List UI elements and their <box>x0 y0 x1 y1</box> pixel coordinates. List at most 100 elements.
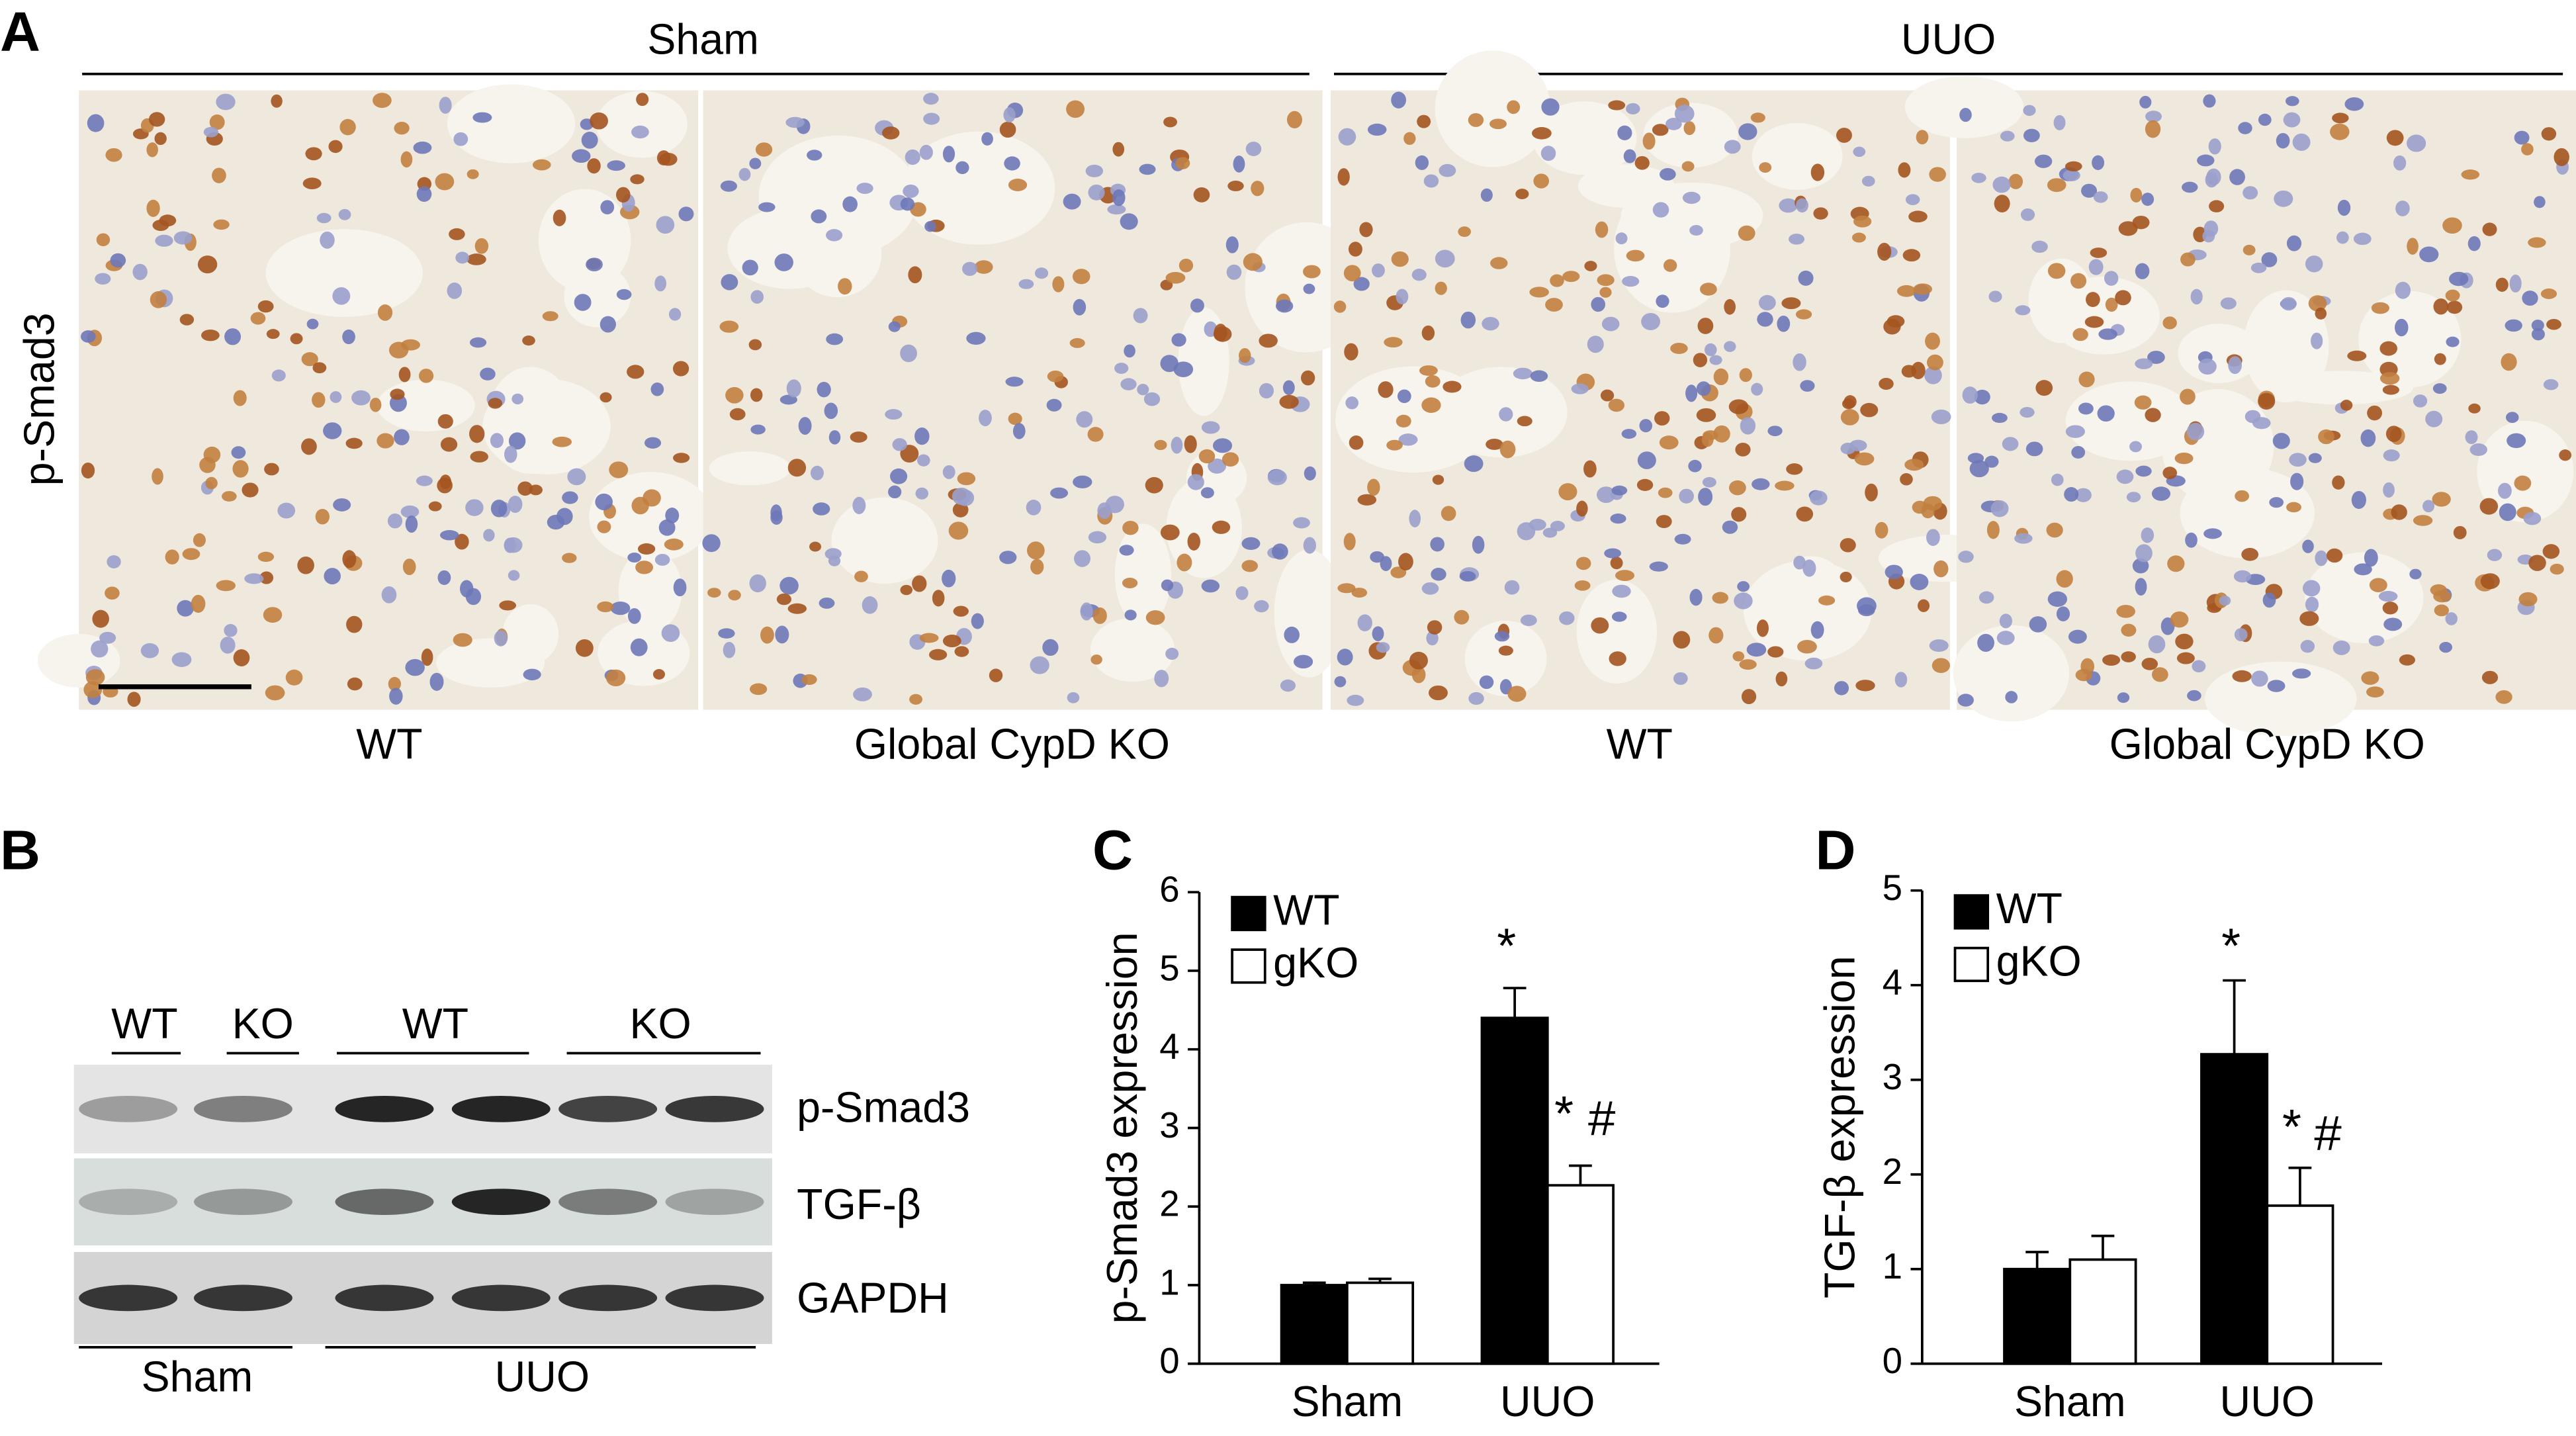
nucleus <box>609 461 629 478</box>
annotation: # <box>1588 1091 1616 1145</box>
nucleus <box>453 132 468 146</box>
nucleus <box>770 510 783 525</box>
nucleus <box>439 530 459 541</box>
nucleus <box>1386 439 1403 451</box>
nucleus <box>1507 686 1527 702</box>
nucleus <box>2286 235 2302 251</box>
panel-letter: B <box>0 819 40 881</box>
nucleus <box>1926 354 1943 371</box>
nucleus <box>2203 94 2216 108</box>
nucleus <box>2546 319 2561 330</box>
nucleus <box>1689 225 1703 236</box>
lumen <box>792 210 882 298</box>
nucleus <box>1004 156 1020 171</box>
y-tick-label: 2 <box>1159 1184 1179 1224</box>
nucleus <box>1789 234 1805 245</box>
nucleus <box>914 427 930 445</box>
nucleus <box>2190 289 2203 305</box>
nucleus <box>1380 556 1392 571</box>
nucleus <box>1165 647 1179 660</box>
nucleus <box>1683 121 1696 136</box>
nucleus <box>635 561 654 574</box>
nucleus <box>668 308 682 321</box>
nucleus <box>1165 271 1186 284</box>
nucleus <box>2332 640 2350 655</box>
nucleus <box>306 318 319 330</box>
nucleus <box>440 437 458 452</box>
nucleus <box>2243 244 2256 255</box>
nucleus <box>890 468 908 484</box>
nucleus <box>2145 408 2161 422</box>
nucleus <box>2340 400 2353 411</box>
nucleus <box>2383 482 2395 498</box>
nucleus <box>312 362 327 374</box>
nucleus <box>2116 469 2134 484</box>
nucleus <box>95 273 111 285</box>
nucleus <box>1853 215 1872 228</box>
legend-label: gKO <box>1273 939 1358 987</box>
nucleus <box>1080 602 1093 621</box>
nucleus <box>297 556 314 574</box>
nucleus <box>1610 514 1626 524</box>
nucleus <box>2251 670 2268 687</box>
nucleus <box>1337 168 1350 186</box>
nucleus <box>1724 341 1736 352</box>
nucleus <box>224 328 242 345</box>
nucleus <box>1490 257 1508 269</box>
nucleus <box>1925 332 1940 350</box>
nucleus <box>1122 577 1138 588</box>
nucleus <box>490 500 508 517</box>
nucleus <box>999 121 1016 138</box>
nucleus <box>1030 656 1049 674</box>
nucleus <box>1052 276 1065 292</box>
nucleus <box>1208 458 1227 474</box>
nucleus <box>1421 325 1435 341</box>
nucleus <box>2208 138 2221 155</box>
nucleus <box>2509 274 2522 293</box>
nucleus <box>1652 202 1669 218</box>
band <box>193 1096 292 1122</box>
nucleus <box>2035 380 2053 396</box>
nucleus <box>919 633 939 643</box>
nucleus <box>201 329 220 341</box>
nucleus <box>2276 132 2290 149</box>
nucleus <box>400 151 413 168</box>
nucleus <box>1992 412 2008 424</box>
nucleus <box>1088 184 1105 201</box>
nucleus <box>1767 426 1783 437</box>
nucleus <box>2176 652 2195 664</box>
legend-swatch <box>1953 946 1990 983</box>
nucleus <box>1810 163 1825 181</box>
nucleus <box>1621 429 1637 439</box>
nucleus <box>2521 143 2534 156</box>
nucleus <box>2369 578 2387 592</box>
nucleus <box>1701 432 1714 447</box>
band-label: p-Smad3 <box>797 1083 970 1131</box>
nucleus <box>1752 478 1770 490</box>
nucleus <box>923 112 940 125</box>
nucleus <box>1303 265 1321 279</box>
nucleus <box>729 408 746 421</box>
nucleus <box>2445 289 2460 302</box>
nucleus <box>1836 128 1852 143</box>
nucleus <box>508 496 523 514</box>
group-label: Sham <box>647 16 759 64</box>
band <box>451 1096 551 1122</box>
nucleus <box>1531 127 1552 140</box>
nucleus <box>2361 671 2379 685</box>
nucleus <box>957 472 976 486</box>
nucleus <box>1460 311 1476 329</box>
nucleus <box>233 649 250 666</box>
nucleus <box>1143 392 1161 406</box>
nucleus <box>1739 659 1757 670</box>
nucleus <box>1042 639 1059 656</box>
nucleus <box>1391 91 1407 109</box>
nucleus <box>2283 112 2301 128</box>
nucleus <box>999 551 1017 564</box>
nucleus <box>2192 660 2206 673</box>
y-tick-label: 3 <box>1159 1105 1179 1145</box>
nucleus <box>2056 606 2070 621</box>
nucleus <box>2135 544 2153 562</box>
nucleus <box>824 548 842 560</box>
nucleus <box>2063 169 2080 181</box>
